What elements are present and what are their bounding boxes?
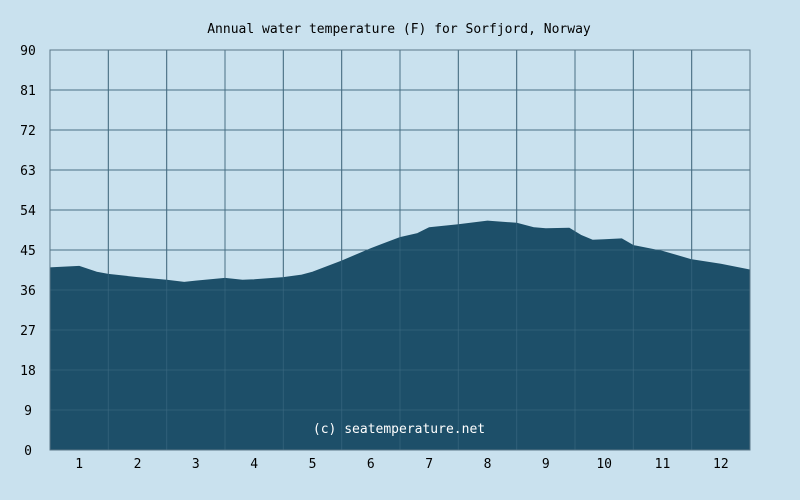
- y-tick-label: 63: [20, 164, 36, 179]
- y-tick-label: 45: [20, 244, 36, 259]
- x-tick-label: 2: [134, 457, 142, 472]
- x-tick-label: 6: [367, 457, 375, 472]
- x-tick-label: 10: [596, 457, 612, 472]
- x-tick-label: 7: [425, 457, 433, 472]
- x-tick-label: 5: [309, 457, 317, 472]
- y-tick-label: 90: [20, 44, 36, 59]
- x-tick-label: 3: [192, 457, 200, 472]
- y-tick-label: 81: [20, 84, 36, 99]
- y-tick-label: 36: [20, 284, 36, 299]
- x-tick-label: 4: [250, 457, 258, 472]
- x-tick-label: 1: [75, 457, 83, 472]
- x-tick-label: 11: [655, 457, 671, 472]
- chart-title: Annual water temperature (F) for Sorfjor…: [207, 22, 591, 37]
- x-tick-label: 12: [713, 457, 729, 472]
- y-tick-label: 9: [24, 404, 32, 419]
- y-tick-label: 72: [20, 124, 36, 139]
- watermark: (c) seatemperature.net: [313, 422, 485, 437]
- x-tick-label: 9: [542, 457, 550, 472]
- overlay-grid: [50, 49, 750, 450]
- y-tick-label: 27: [20, 324, 36, 339]
- plot-border: [49, 49, 751, 451]
- y-tick-label: 18: [20, 364, 36, 379]
- y-tick-label: 54: [20, 204, 36, 219]
- y-tick-label: 0: [24, 444, 32, 459]
- x-tick-label: 8: [484, 457, 492, 472]
